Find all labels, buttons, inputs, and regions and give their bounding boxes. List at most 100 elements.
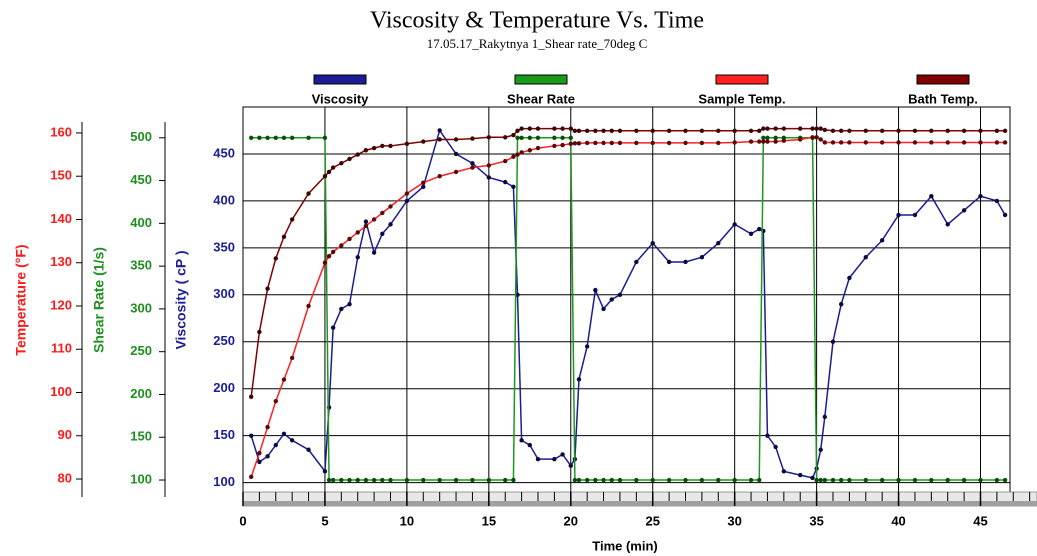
data-point (576, 141, 582, 146)
data-point (994, 198, 1000, 204)
data-point (699, 255, 705, 260)
data-point (347, 301, 352, 307)
data-point (945, 128, 950, 133)
data-point (339, 306, 344, 312)
data-point (609, 140, 614, 146)
y-tick-label: 90 (58, 427, 72, 442)
data-point (961, 477, 967, 483)
data-point (765, 139, 770, 144)
data-point (273, 398, 278, 404)
data-point (326, 169, 332, 175)
data-point (421, 180, 426, 185)
x-tick-label: 5 (321, 513, 328, 528)
data-point (330, 477, 336, 483)
data-point (683, 477, 688, 483)
legend-swatch (715, 74, 769, 85)
data-point (847, 128, 852, 133)
data-point (666, 140, 672, 146)
data-point (576, 128, 582, 133)
data-point (818, 477, 823, 483)
y-tick-label: 110 (51, 341, 72, 356)
data-point (773, 126, 778, 131)
data-point (568, 141, 573, 146)
data-point (601, 477, 606, 483)
y-tick-label: 350 (213, 239, 235, 254)
data-point (666, 477, 672, 483)
data-point (634, 477, 639, 483)
data-point (289, 438, 295, 443)
data-point (978, 128, 983, 133)
legend-label: Sample Temp. (698, 91, 785, 106)
data-point (814, 135, 819, 140)
data-point (683, 259, 688, 265)
data-point (470, 161, 475, 166)
data-point (453, 151, 459, 157)
data-point (593, 477, 598, 483)
data-point (617, 477, 623, 483)
data-point (765, 126, 770, 131)
x-tick-label: 10 (400, 513, 414, 528)
data-point (822, 477, 828, 483)
plot-area (242, 106, 1011, 493)
data-point (535, 145, 541, 151)
data-point (879, 140, 885, 145)
data-point (732, 222, 737, 227)
data-point (371, 477, 377, 483)
data-point (1002, 128, 1008, 133)
legend-label: Shear Rate (507, 91, 575, 106)
data-point (388, 477, 393, 483)
data-point (265, 286, 270, 291)
x-tick-label: 20 (564, 513, 578, 528)
data-point (257, 459, 262, 465)
data-point (863, 140, 868, 145)
x-axis-title: Time (min) (592, 538, 658, 553)
data-point (289, 217, 295, 222)
data-point (421, 139, 426, 144)
data-point (912, 477, 918, 483)
data-point (818, 126, 823, 131)
data-point (576, 477, 582, 483)
data-point (568, 135, 573, 140)
data-point (289, 355, 295, 361)
data-point (757, 226, 762, 232)
data-point (511, 184, 516, 190)
data-point (879, 477, 885, 483)
data-point (761, 139, 766, 144)
data-point (326, 254, 332, 259)
data-point (699, 477, 705, 483)
data-point (716, 240, 721, 246)
data-point (306, 447, 311, 452)
data-point (961, 128, 967, 133)
data-point (912, 212, 918, 218)
data-point (822, 140, 828, 145)
data-point (347, 236, 352, 242)
data-point (560, 452, 565, 457)
data-point (527, 148, 533, 153)
data-point (552, 143, 557, 149)
data-point (798, 472, 803, 478)
y-tick-label: 200 (213, 380, 235, 395)
data-point (773, 139, 778, 144)
data-point (363, 223, 369, 229)
data-point (552, 135, 557, 140)
data-point (601, 306, 606, 312)
data-point (634, 128, 639, 133)
data-point (961, 140, 967, 145)
data-point (388, 143, 393, 149)
data-point (404, 191, 410, 196)
data-point (765, 433, 770, 438)
data-point (535, 126, 541, 131)
y-tick-label: 130 (50, 254, 72, 269)
data-point (732, 140, 737, 145)
data-point (732, 128, 737, 133)
data-point (961, 208, 967, 213)
data-point (634, 140, 639, 146)
data-point (945, 477, 950, 483)
data-point (511, 477, 516, 483)
data-point (929, 140, 934, 145)
data-point (421, 184, 426, 190)
data-point (830, 477, 836, 483)
data-point (388, 222, 393, 227)
data-point (371, 145, 377, 151)
series-line (251, 137, 1006, 481)
